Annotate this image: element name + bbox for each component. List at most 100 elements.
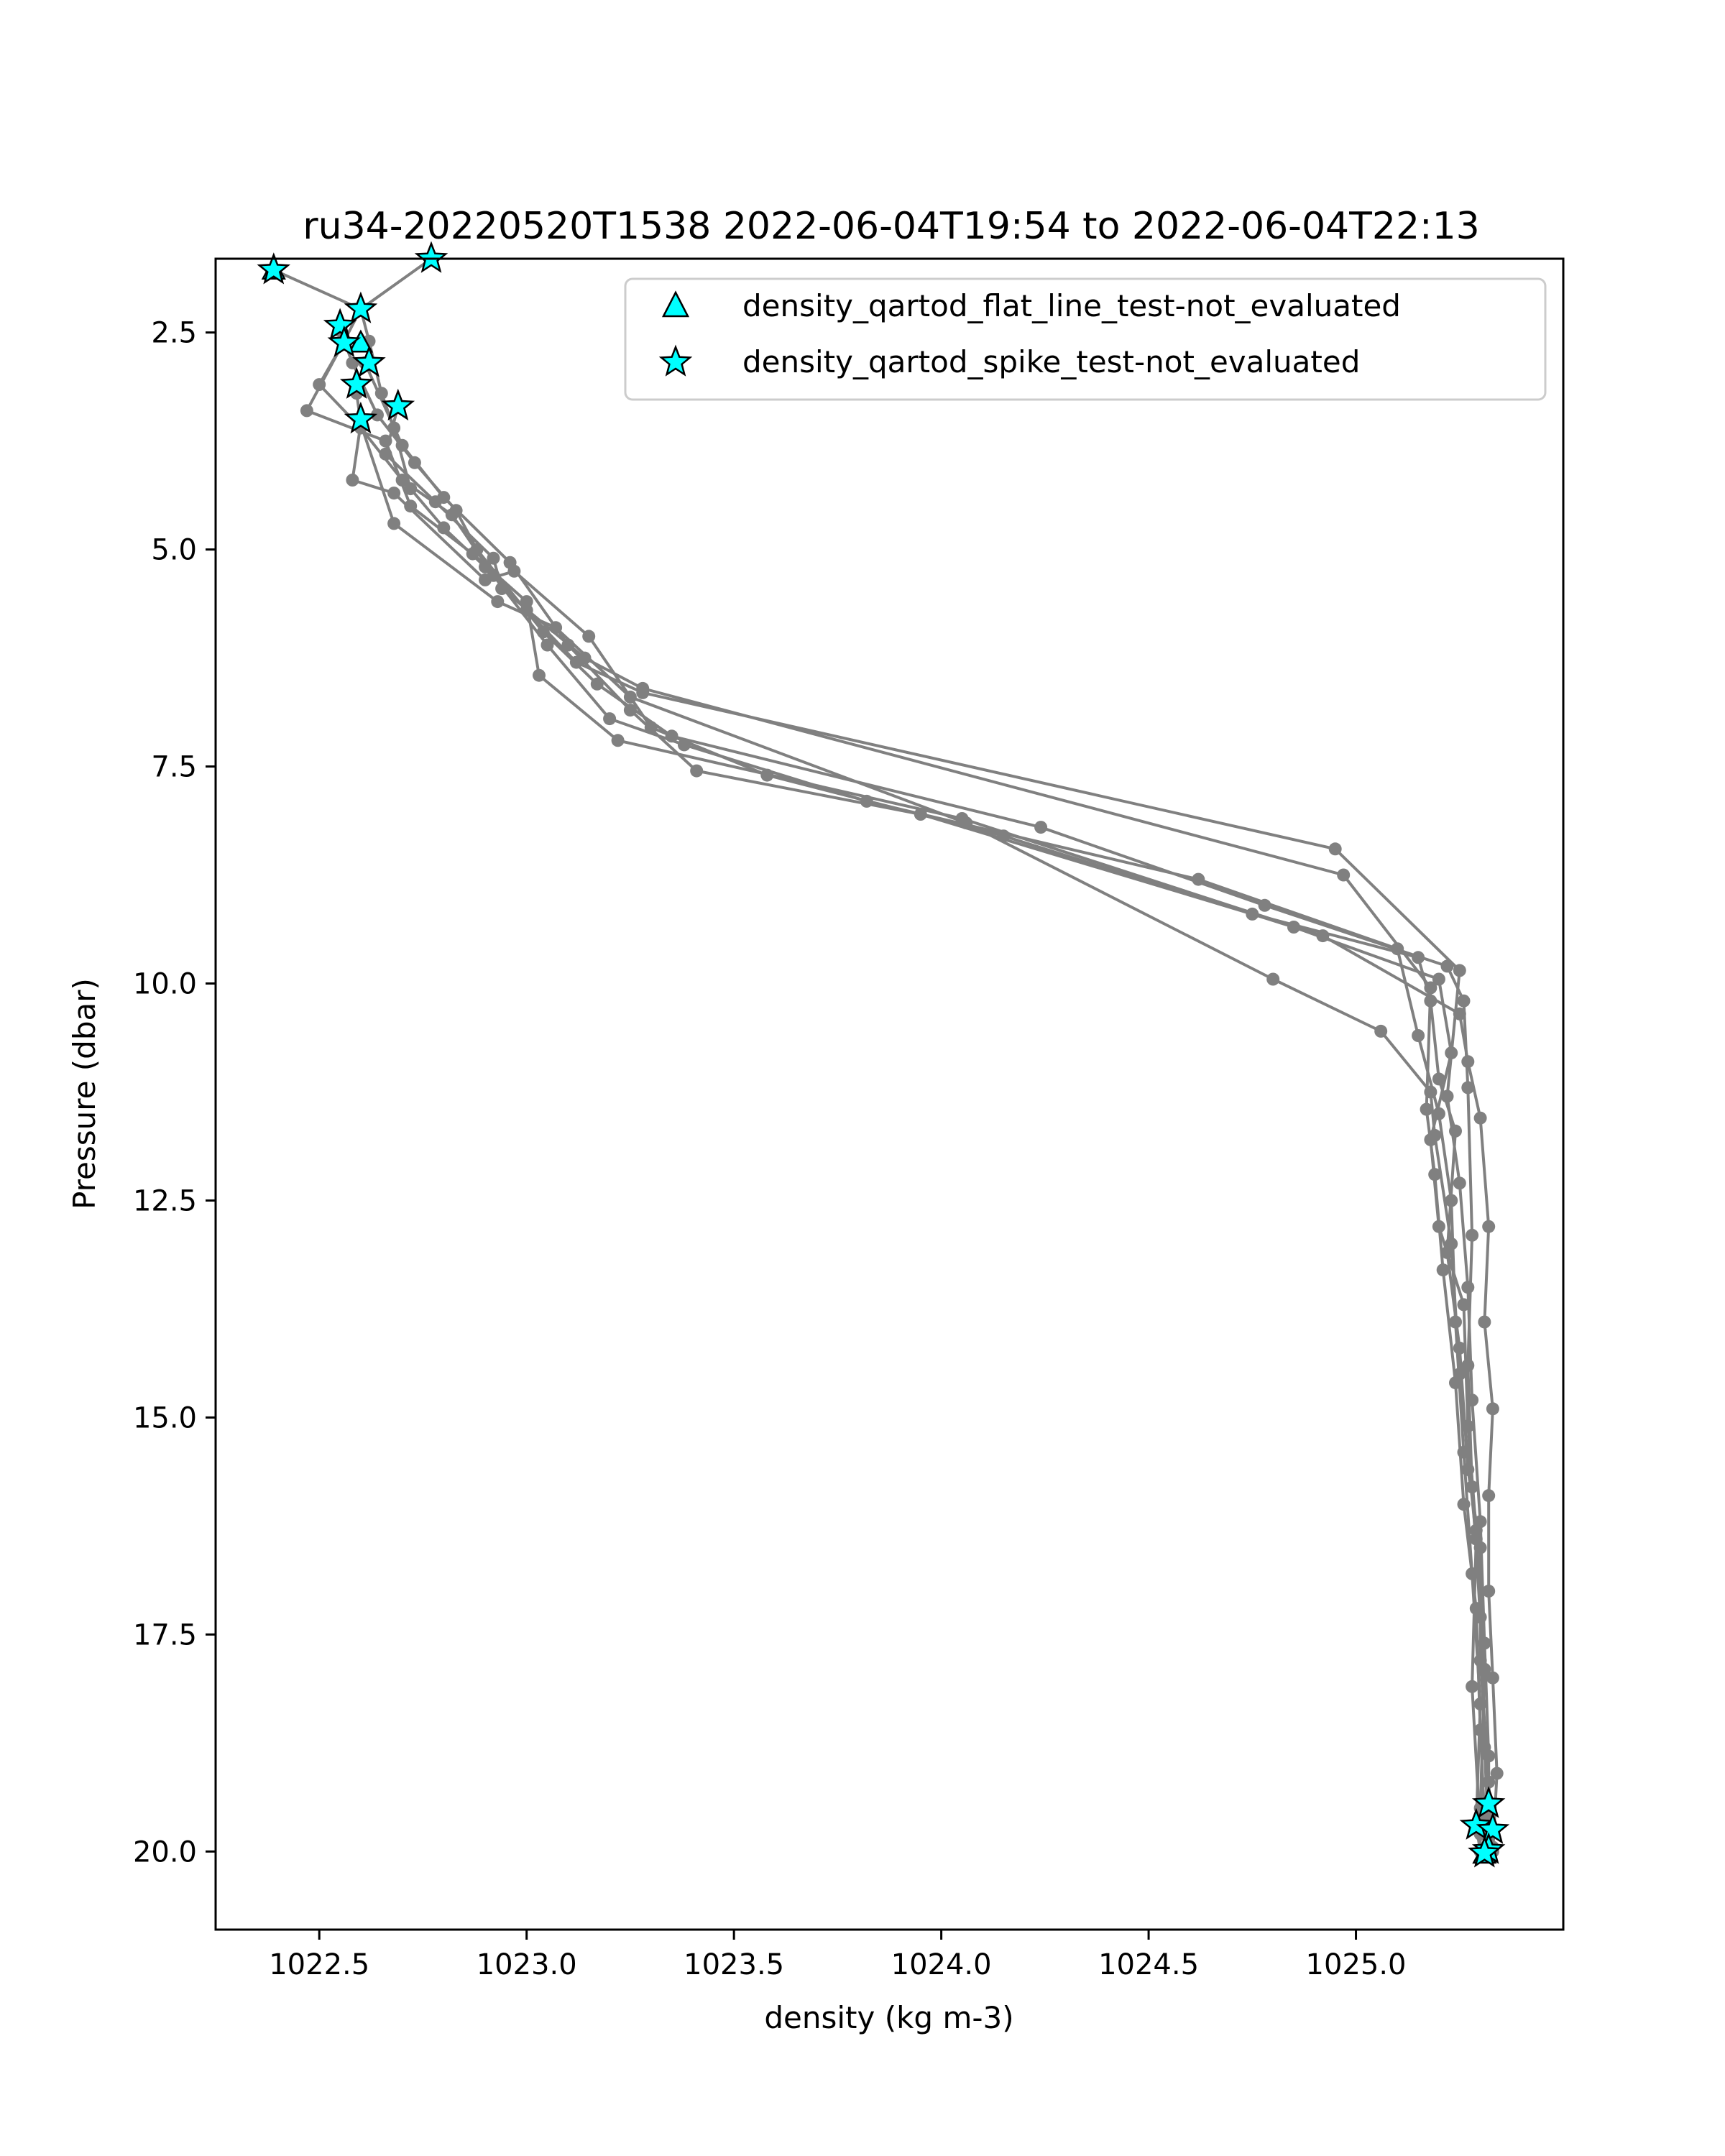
plot-area-frame — [214, 257, 1565, 1931]
data-point-7-14 — [1457, 1498, 1471, 1511]
data-point-1-12 — [1328, 842, 1342, 856]
data-point-8-13 — [1469, 1532, 1483, 1546]
x-axis-label: density (kg m-3) — [764, 2000, 1013, 2035]
data-point-8-3 — [491, 595, 505, 609]
data-point-2-9 — [540, 638, 554, 652]
data-point-8-8 — [1374, 1024, 1388, 1038]
data-point-4-19 — [1486, 1671, 1499, 1685]
data-point-7-4 — [487, 551, 500, 565]
data-point-6-18 — [1473, 1654, 1487, 1667]
legend-star-shape — [658, 344, 693, 377]
data-point-1-15 — [1453, 1176, 1466, 1190]
data-point-4-8 — [611, 734, 625, 747]
data-point-6-12 — [1432, 1072, 1445, 1086]
data-point-3-12 — [1440, 959, 1454, 973]
data-point-3-11 — [1258, 898, 1271, 912]
data-point-4-13 — [1473, 1111, 1487, 1125]
spike-marker-3 — [344, 291, 378, 323]
profile-line-8 — [359, 423, 1482, 1852]
legend-label-spike: density_qartod_spike_test-not_evaluated — [742, 344, 1360, 379]
x-tick-label-5: 1024.5 — [1098, 1948, 1199, 1981]
data-point-4-20 — [1490, 1766, 1504, 1780]
x-tick-label-3: 1023.5 — [684, 1948, 784, 1981]
data-point-5-13 — [1445, 1046, 1458, 1060]
data-point-4-18 — [1482, 1585, 1496, 1598]
data-point-2-15 — [1412, 1029, 1425, 1042]
data-point-8-12 — [1453, 1368, 1466, 1381]
data-point-5-3 — [346, 474, 359, 487]
data-point-6-9 — [1246, 907, 1259, 921]
y-tick-label-7: 17.5 — [133, 1618, 197, 1651]
legend: density_qartod_flat_line_test-not_evalua… — [624, 277, 1547, 401]
legend-star-marker-icon — [658, 344, 693, 377]
x-tick-label-2: 1023.0 — [477, 1948, 577, 1981]
data-point-4-4 — [404, 499, 418, 513]
data-point-8-4 — [549, 621, 563, 635]
data-point-7-2 — [379, 447, 392, 461]
data-point-4-15 — [1478, 1315, 1491, 1329]
data-point-6-10 — [1412, 951, 1425, 964]
y-tick-label-2: 5.0 — [151, 534, 197, 567]
data-point-8-9 — [1424, 1085, 1438, 1099]
data-point-7-7 — [636, 681, 650, 695]
spike-marker-9 — [344, 401, 378, 434]
data-layer — [257, 241, 1510, 1868]
chart-title: ru34-20220520T1538 2022-06-04T19:54 to 2… — [303, 205, 1479, 248]
data-point-4-16 — [1486, 1402, 1499, 1416]
y-tick-label-8: 20.0 — [133, 1835, 197, 1869]
data-point-8-14 — [1466, 1680, 1479, 1693]
data-point-4-7 — [533, 668, 546, 682]
data-point-1-16 — [1461, 1281, 1475, 1294]
data-point-7-6 — [578, 651, 592, 665]
axes: 1022.5 1023.0 1023.5 1024.0 1024.5 1025.0 2.5 5… — [133, 317, 1407, 1981]
data-point-8-7 — [1266, 972, 1280, 986]
data-point-7-16 — [1473, 1723, 1487, 1737]
spike-marker-10 — [1471, 1786, 1506, 1818]
data-point-6-8 — [914, 808, 927, 821]
data-point-7-5 — [495, 582, 509, 595]
x-tick-label-4: 1024.0 — [891, 1948, 992, 1981]
y-tick-label-3: 7.5 — [151, 751, 197, 784]
spike-marker-11 — [1459, 1807, 1494, 1840]
data-point-6-13 — [1449, 1124, 1462, 1138]
data-point-5-9 — [760, 768, 774, 782]
data-point-3-3 — [371, 408, 384, 422]
data-point-8-5 — [623, 690, 637, 704]
data-point-5-7 — [582, 630, 596, 643]
data-point-7-10 — [1420, 1102, 1433, 1116]
data-point-8-6 — [960, 816, 973, 830]
y-tick-label-6: 15.0 — [133, 1401, 197, 1434]
spike-marker-4 — [323, 308, 357, 340]
y-tick-label-1: 2.5 — [151, 317, 197, 350]
data-point-3-15 — [1466, 1228, 1479, 1242]
data-point-8-2 — [387, 517, 401, 530]
data-point-3-13 — [1457, 994, 1471, 1008]
data-point-7-15 — [1469, 1602, 1483, 1616]
data-point-6-19 — [1482, 1775, 1496, 1789]
data-point-5-4 — [387, 487, 401, 500]
data-point-7-8 — [1337, 868, 1351, 882]
data-point-5-5 — [479, 573, 492, 586]
data-point-8-11 — [1445, 1237, 1458, 1250]
data-point-8-10 — [1428, 1128, 1442, 1142]
data-point-3-10 — [1034, 821, 1048, 834]
data-point-6-6 — [623, 704, 637, 717]
data-point-7-3 — [428, 495, 442, 509]
x-tick-label-1: 1022.5 — [269, 1948, 369, 1981]
data-point-4-14 — [1482, 1220, 1496, 1233]
x-tick-label-6: 1025.0 — [1306, 1948, 1407, 1981]
data-point-5-16 — [1457, 1298, 1471, 1312]
spike-marker-5 — [327, 325, 362, 357]
spike-marker-14 — [1468, 1835, 1501, 1868]
data-point-4-12 — [1461, 1055, 1475, 1069]
y-tick-label-4: 10.0 — [133, 968, 197, 1001]
data-point-6-2 — [395, 438, 409, 452]
data-point-5-12 — [1432, 972, 1445, 986]
data-point-1-13 — [1453, 964, 1466, 977]
data-point-1-6 — [404, 482, 418, 496]
data-point-7-11 — [1428, 1168, 1442, 1181]
data-point-2-10 — [603, 712, 617, 726]
spike-marker-6 — [352, 345, 386, 377]
data-point-7-12 — [1436, 1263, 1450, 1277]
data-point-7-9 — [1424, 981, 1438, 995]
